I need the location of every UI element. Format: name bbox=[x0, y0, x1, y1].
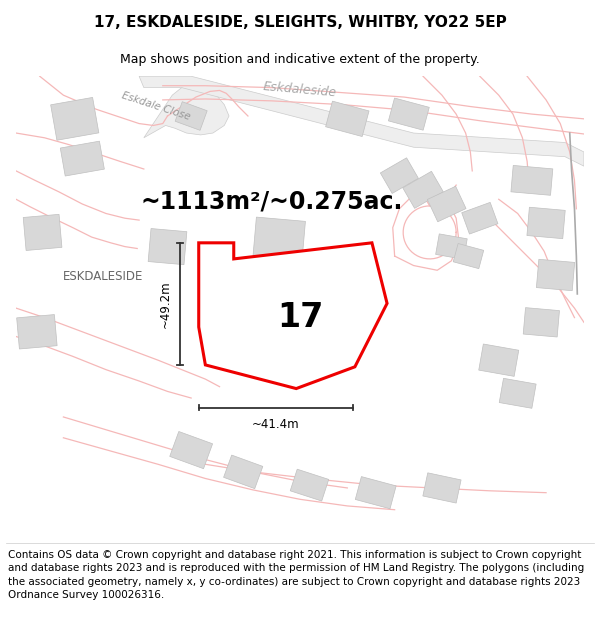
Polygon shape bbox=[199, 243, 387, 389]
Polygon shape bbox=[536, 259, 575, 291]
Polygon shape bbox=[499, 378, 536, 408]
Text: 17: 17 bbox=[277, 301, 323, 334]
Polygon shape bbox=[355, 477, 396, 509]
Polygon shape bbox=[144, 86, 229, 138]
Polygon shape bbox=[523, 308, 559, 337]
Text: ESKDALESIDE: ESKDALESIDE bbox=[63, 271, 143, 283]
Polygon shape bbox=[60, 141, 104, 176]
Polygon shape bbox=[224, 455, 263, 489]
Polygon shape bbox=[511, 166, 553, 195]
Polygon shape bbox=[527, 208, 565, 239]
Polygon shape bbox=[479, 344, 519, 376]
Polygon shape bbox=[139, 76, 584, 166]
Text: Eskdale Close: Eskdale Close bbox=[121, 91, 192, 123]
Polygon shape bbox=[290, 469, 329, 501]
Polygon shape bbox=[50, 98, 99, 140]
Polygon shape bbox=[427, 186, 466, 222]
Text: Map shows position and indicative extent of the property.: Map shows position and indicative extent… bbox=[120, 53, 480, 66]
Polygon shape bbox=[148, 229, 187, 264]
Polygon shape bbox=[175, 102, 207, 131]
Polygon shape bbox=[388, 98, 429, 130]
Text: ~1113m²/~0.275ac.: ~1113m²/~0.275ac. bbox=[140, 189, 403, 213]
Text: ~41.4m: ~41.4m bbox=[252, 418, 299, 431]
Text: 17, ESKDALESIDE, SLEIGHTS, WHITBY, YO22 5EP: 17, ESKDALESIDE, SLEIGHTS, WHITBY, YO22 … bbox=[94, 16, 506, 31]
Polygon shape bbox=[253, 217, 305, 261]
Polygon shape bbox=[17, 314, 57, 349]
Polygon shape bbox=[23, 214, 62, 251]
Text: Contains OS data © Crown copyright and database right 2021. This information is : Contains OS data © Crown copyright and d… bbox=[8, 550, 584, 600]
Polygon shape bbox=[326, 101, 369, 136]
Polygon shape bbox=[403, 171, 443, 208]
Polygon shape bbox=[453, 244, 484, 269]
Polygon shape bbox=[423, 473, 461, 503]
Polygon shape bbox=[436, 234, 467, 259]
Polygon shape bbox=[170, 431, 212, 469]
Polygon shape bbox=[380, 158, 418, 194]
Text: Eskdaleside: Eskdaleside bbox=[263, 80, 337, 99]
Polygon shape bbox=[462, 202, 498, 234]
Text: ~49.2m: ~49.2m bbox=[159, 280, 172, 328]
